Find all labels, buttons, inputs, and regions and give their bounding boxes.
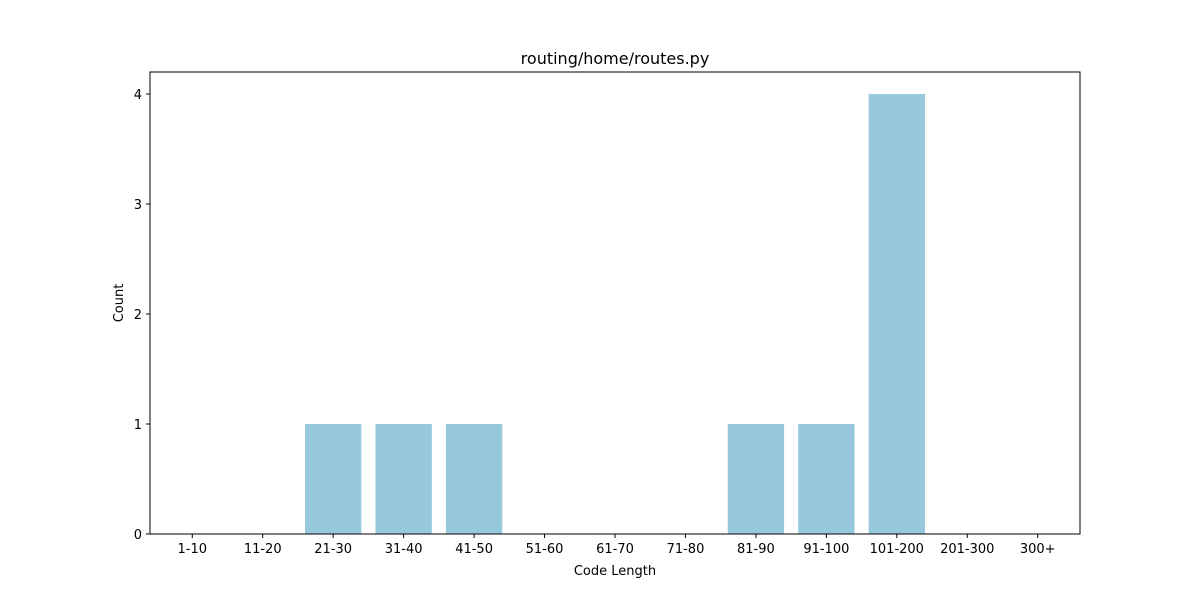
x-tick-label: 81-90 <box>737 542 775 557</box>
y-tick-label: 3 <box>134 198 142 213</box>
x-tick-label: 1-10 <box>178 542 208 557</box>
y-axis-label: Count <box>112 284 127 323</box>
x-tick-label: 31-40 <box>385 542 423 557</box>
bar-81-90 <box>727 424 785 534</box>
y-tick-label: 2 <box>134 308 142 323</box>
bar-21-30 <box>305 424 362 534</box>
bar-31-40 <box>375 424 432 534</box>
x-tick-label: 61-70 <box>596 542 634 557</box>
y-tick-label: 0 <box>134 528 142 543</box>
chart-title: routing/home/routes.py <box>521 49 710 68</box>
x-tick-label: 101-200 <box>870 542 924 557</box>
bar-101-200 <box>868 94 925 534</box>
x-axis-ticks: 1-10 11-20 21-30 31-40 41-50 51-60 61-70 71-80 8… <box>178 534 1056 557</box>
x-tick-label: 21-30 <box>314 542 352 557</box>
bar-91-100 <box>798 424 855 534</box>
bars-group <box>305 94 925 534</box>
x-axis-label: Code Length <box>574 564 656 579</box>
x-tick-label: 300+ <box>1020 542 1056 557</box>
x-tick-label: 51-60 <box>526 542 564 557</box>
x-tick-label: 41-50 <box>455 542 493 557</box>
plot-frame <box>149 71 1081 535</box>
y-tick-label: 4 <box>134 88 142 103</box>
x-tick-label: 11-20 <box>244 542 282 557</box>
y-axis-ticks: 0 1 2 3 4 <box>134 88 150 543</box>
x-tick-label: 91-100 <box>803 542 849 557</box>
x-tick-label: 201-300 <box>940 542 994 557</box>
bar-41-50 <box>445 424 503 534</box>
y-tick-label: 1 <box>134 418 142 433</box>
x-tick-label: 71-80 <box>667 542 705 557</box>
